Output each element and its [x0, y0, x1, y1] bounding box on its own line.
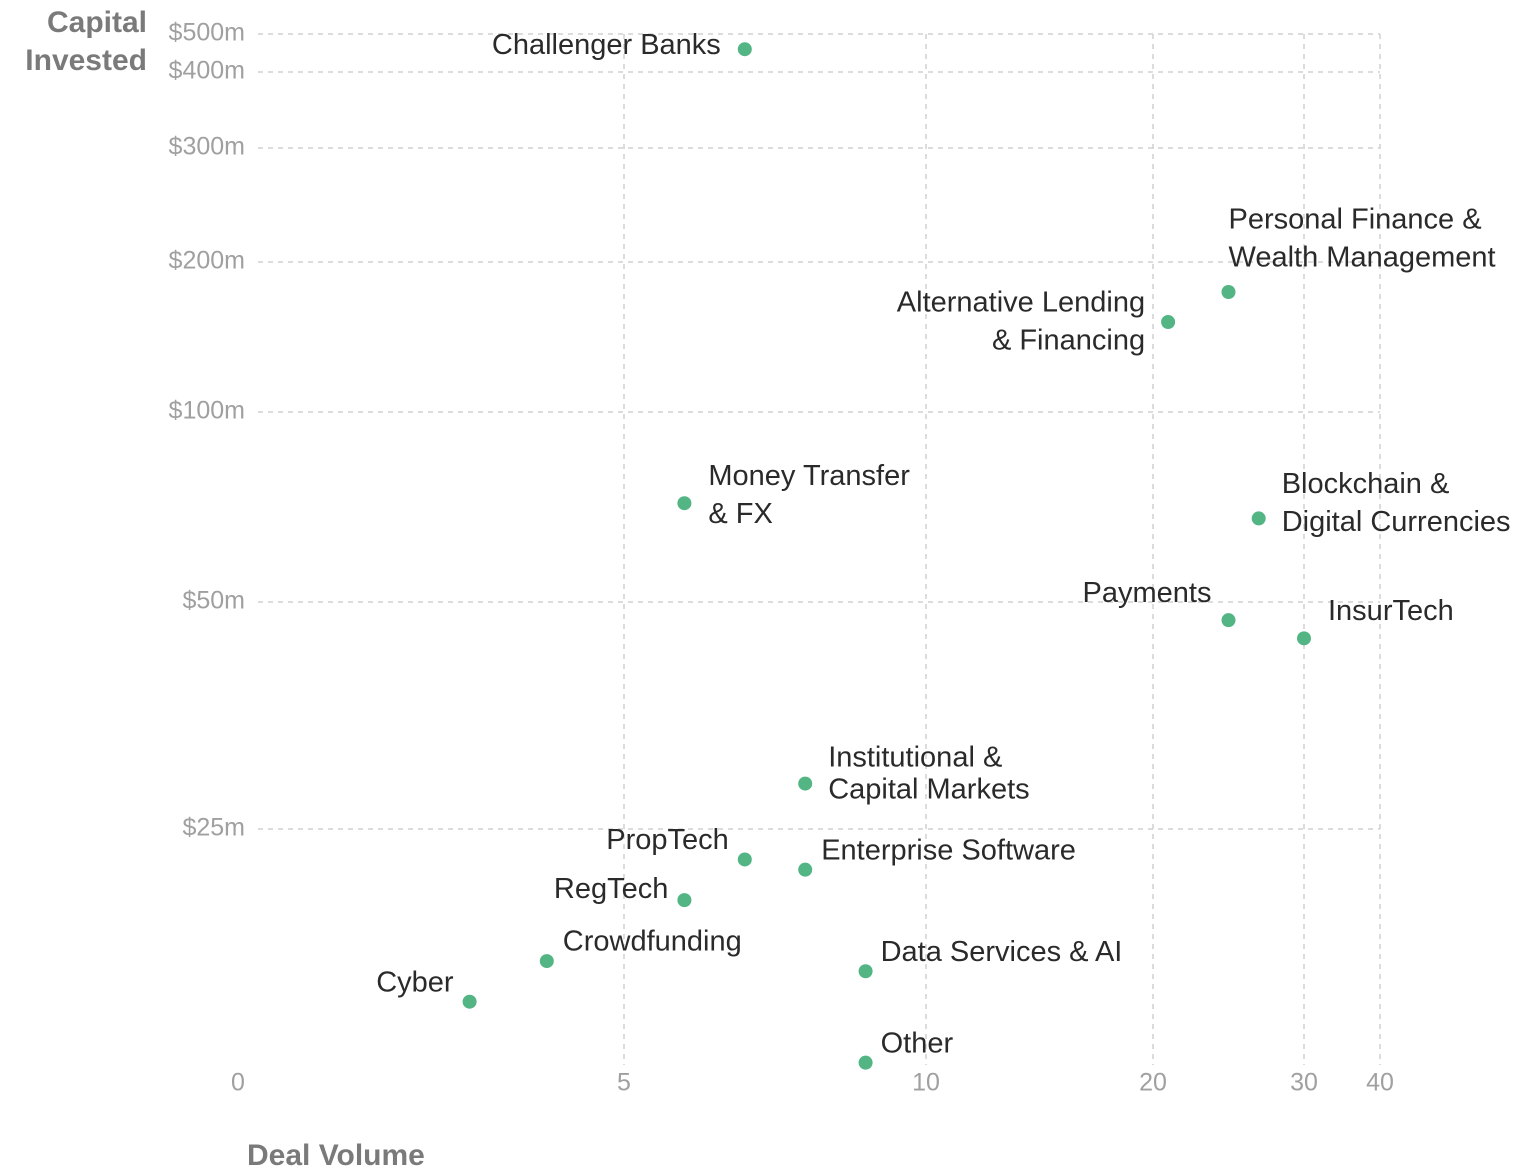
point-label: RegTech: [554, 873, 668, 905]
x-axis-title: Deal Volume: [247, 1139, 425, 1172]
point-label: Capital Markets: [828, 773, 1029, 805]
y-axis-title: Invested: [25, 44, 147, 77]
y-tick-label: $50m: [182, 587, 245, 615]
point: [677, 893, 692, 908]
y-tick-label: $300m: [169, 133, 245, 161]
y-tick-label: $25m: [182, 814, 245, 842]
point-label: Money Transfer: [708, 460, 910, 492]
point: [539, 954, 554, 969]
point-label: Personal Finance &: [1229, 204, 1482, 236]
point-label: Digital Currencies: [1282, 506, 1511, 538]
point: [798, 776, 813, 791]
y-tick-label: $200m: [169, 247, 245, 275]
y-tick-label: $100m: [169, 397, 245, 425]
point-label: & FX: [708, 498, 772, 530]
point: [1221, 285, 1236, 299]
point: [737, 42, 752, 57]
x-tick-label: 10: [912, 1069, 940, 1097]
point: [677, 496, 692, 511]
point-label: PropTech: [606, 824, 729, 856]
y-axis-title: Capital: [47, 6, 147, 39]
x-tick-label: 0: [231, 1069, 245, 1097]
point-label: InsurTech: [1328, 595, 1454, 627]
point: [1251, 511, 1266, 526]
point: [858, 1055, 873, 1070]
point: [462, 994, 477, 1009]
point-label: Blockchain &: [1282, 468, 1450, 500]
point: [798, 862, 813, 877]
point: [1297, 631, 1311, 646]
point-label: Cyber: [376, 966, 454, 998]
point-label: Alternative Lending: [897, 287, 1145, 319]
point: [1161, 315, 1176, 329]
point-label: Data Services & AI: [881, 936, 1123, 968]
point-label: Institutional &: [828, 741, 1002, 773]
y-tick-label: $400m: [169, 57, 245, 85]
y-tick-label: $500m: [169, 19, 245, 47]
point: [737, 852, 752, 867]
point-label: Crowdfunding: [563, 926, 742, 958]
point-label: Challenger Banks: [492, 29, 721, 61]
x-tick-label: 40: [1366, 1069, 1394, 1097]
point-label: Enterprise Software: [821, 834, 1076, 866]
point: [858, 964, 873, 979]
point-label: & Financing: [992, 325, 1145, 357]
point: [1221, 613, 1236, 628]
point-label: Other: [881, 1027, 954, 1059]
x-tick-label: 30: [1290, 1069, 1318, 1097]
point-label: Wealth Management: [1229, 242, 1496, 274]
x-tick-label: 5: [617, 1069, 631, 1097]
x-tick-label: 20: [1139, 1069, 1167, 1097]
point-label: Payments: [1083, 577, 1212, 609]
